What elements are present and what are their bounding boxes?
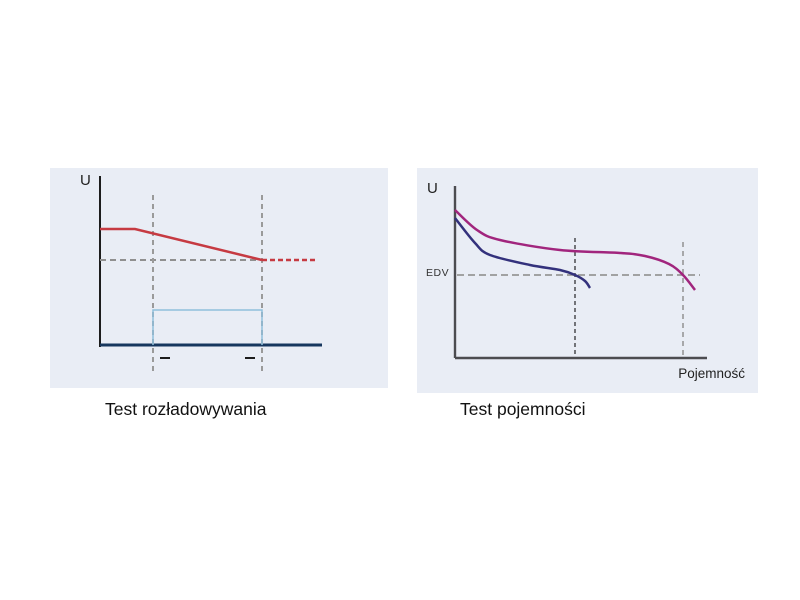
x-axis-label: Pojemność bbox=[678, 366, 745, 381]
y-axis-label: U bbox=[427, 180, 438, 197]
capacity-test-panel: U EDV Pojemność bbox=[417, 168, 758, 393]
discharge-curve-low-capacity bbox=[454, 217, 592, 289]
edv-label: EDV bbox=[426, 267, 450, 279]
y-axis-label: U bbox=[80, 172, 91, 189]
discharge-test-panel: U bbox=[50, 168, 388, 388]
discharge-test-caption: Test rozładowywania bbox=[105, 399, 267, 419]
discharge-test-chart bbox=[99, 176, 322, 375]
discharge-curve-high-capacity bbox=[454, 209, 696, 291]
capacity-test-chart bbox=[453, 186, 707, 360]
voltage-curve-solid bbox=[100, 227, 263, 262]
capacity-test-caption: Test pojemności bbox=[460, 399, 586, 419]
load-pulse-outline bbox=[152, 309, 263, 345]
